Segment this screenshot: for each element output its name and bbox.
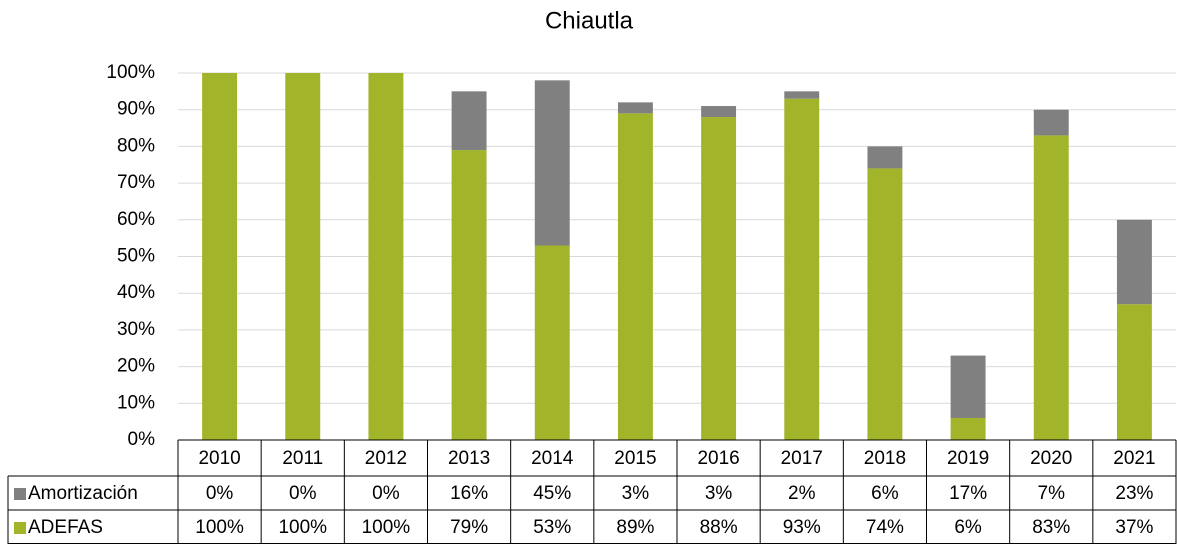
bar-segment <box>451 150 487 440</box>
bar-segment <box>1033 109 1069 136</box>
x-tick-label: 2014 <box>531 448 574 469</box>
bar-segment <box>202 73 238 440</box>
x-tick-label: 2011 <box>282 448 323 469</box>
x-tick-label: 2021 <box>1113 448 1155 469</box>
data-label: 100% <box>195 517 244 538</box>
data-label: 16% <box>450 483 488 504</box>
y-tick-label: 80% <box>117 135 155 156</box>
legend-label: Amortización <box>28 483 138 504</box>
data-label: 3% <box>622 483 650 504</box>
bar-segment <box>1116 304 1152 440</box>
data-label: 74% <box>866 517 904 538</box>
x-tick-label: 2017 <box>781 448 823 469</box>
y-tick-label: 100% <box>106 62 155 83</box>
legend-swatch <box>14 522 26 534</box>
bar-segment <box>1033 135 1069 440</box>
bar-segment <box>534 245 570 440</box>
bar-segment <box>617 102 653 114</box>
bar-segment <box>451 91 487 151</box>
data-label: 89% <box>616 517 654 538</box>
x-tick-label: 2019 <box>947 448 989 469</box>
chart-title: Chiautla <box>545 7 634 34</box>
y-tick-label: 30% <box>117 319 155 340</box>
x-tick-label: 2012 <box>365 448 407 469</box>
bar-segment <box>701 106 737 118</box>
data-label: 100% <box>362 517 411 538</box>
bar-segment <box>867 168 903 441</box>
data-label: 88% <box>700 517 738 538</box>
data-label: 6% <box>871 483 899 504</box>
legend-label: ADEFAS <box>28 517 103 538</box>
x-tick-label: 2010 <box>198 448 240 469</box>
y-tick-label: 60% <box>117 209 155 230</box>
bar-segment <box>285 73 321 440</box>
data-label: 0% <box>372 483 400 504</box>
data-label: 53% <box>533 517 571 538</box>
bar-segment <box>784 98 820 440</box>
data-label: 17% <box>949 483 987 504</box>
data-label: 23% <box>1115 483 1153 504</box>
data-label: 0% <box>289 483 317 504</box>
y-tick-label: 50% <box>117 246 155 267</box>
data-label: 3% <box>705 483 733 504</box>
data-label: 37% <box>1115 517 1153 538</box>
x-tick-label: 2018 <box>864 448 906 469</box>
data-label: 7% <box>1038 483 1066 504</box>
bar-segment <box>617 113 653 441</box>
data-label: 2% <box>788 483 816 504</box>
bar-segment <box>701 117 737 440</box>
y-tick-label: 40% <box>117 282 155 303</box>
data-label: 0% <box>206 483 234 504</box>
bar-segment <box>368 73 404 440</box>
bar-segment <box>534 80 570 246</box>
legend-swatch <box>14 488 26 500</box>
data-label: 83% <box>1032 517 1070 538</box>
bar-segment <box>867 146 903 169</box>
data-label: 6% <box>954 517 982 538</box>
x-tick-label: 2015 <box>614 448 656 469</box>
y-tick-label: 20% <box>117 356 155 377</box>
bar-segment <box>1116 219 1152 305</box>
bar-segment <box>784 91 820 99</box>
y-tick-label: 10% <box>117 392 155 413</box>
bar-segment <box>950 355 986 418</box>
x-tick-label: 2013 <box>448 448 490 469</box>
x-tick-label: 2016 <box>697 448 739 469</box>
data-label: 100% <box>278 517 327 538</box>
bar-segment <box>950 417 986 440</box>
x-tick-label: 2020 <box>1030 448 1072 469</box>
data-label: 45% <box>533 483 571 504</box>
data-label: 93% <box>783 517 821 538</box>
data-label: 79% <box>450 517 488 538</box>
y-tick-label: 0% <box>128 429 156 450</box>
y-tick-label: 90% <box>117 99 155 120</box>
y-tick-label: 70% <box>117 172 155 193</box>
